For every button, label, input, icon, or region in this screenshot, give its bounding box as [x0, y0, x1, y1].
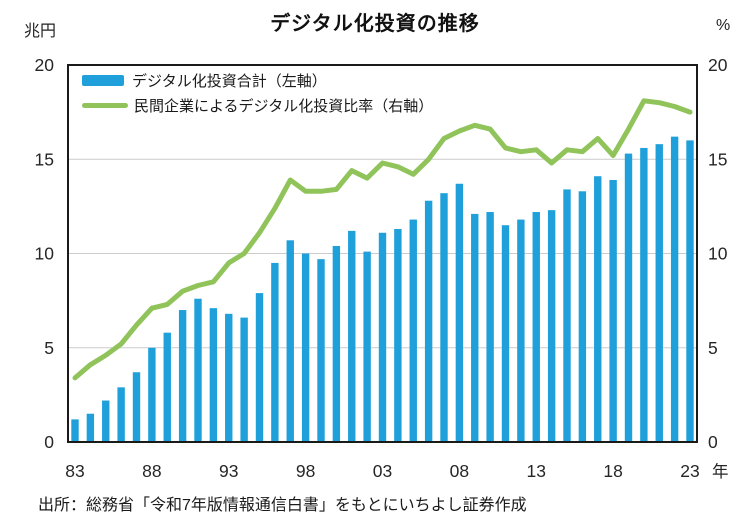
bar-1990 — [178, 310, 187, 442]
source-note: 出所：総務省「令和7年版情報通信白書」をもとにいちよし証券作成 — [38, 497, 527, 514]
bar-1996 — [271, 262, 279, 442]
bar-1991 — [194, 298, 202, 442]
bar-1999 — [317, 259, 325, 442]
bar-2019 — [624, 153, 633, 442]
legend-line-swatch — [82, 103, 128, 108]
bar-1998 — [301, 253, 310, 442]
y-axis-label-right: 10 — [708, 244, 728, 264]
bar-1986 — [117, 387, 125, 442]
y-axis-label-left: 20 — [35, 55, 55, 75]
bar-2003 — [378, 232, 387, 442]
y-axis-label-right: 5 — [708, 338, 718, 358]
x-axis-label: 83 — [65, 461, 84, 481]
x-axis-label: 23 — [680, 461, 699, 481]
legend-bar-label: デジタル化投資合計（左軸） — [132, 73, 327, 90]
x-axis-label: 03 — [373, 461, 392, 481]
x-axis-label: 13 — [527, 461, 546, 481]
bar-1997 — [286, 240, 294, 442]
bar-1987 — [132, 372, 141, 442]
investment-ratio-line — [72, 98, 693, 381]
bar-2007 — [440, 193, 448, 442]
bar-1994 — [240, 317, 248, 442]
bar-1993 — [225, 313, 233, 442]
y-axis-label-right: 20 — [708, 55, 728, 75]
bar-2000 — [332, 245, 341, 442]
bar-1988 — [148, 347, 156, 442]
bar-2017 — [594, 176, 602, 442]
bar-1995 — [255, 293, 264, 442]
bar-2015 — [563, 189, 571, 442]
x-axis-label: 93 — [219, 461, 238, 481]
bar-2023 — [686, 140, 694, 442]
bar-1985 — [102, 400, 110, 442]
bar-1984 — [86, 413, 95, 442]
bar-2018 — [609, 179, 617, 443]
bar-2016 — [578, 191, 587, 442]
y-axis-label-right: 15 — [708, 149, 727, 169]
y-axis-label-right: 0 — [708, 432, 718, 452]
legend-line-label: 民間企業によるデジタル化投資比率（右軸） — [134, 98, 434, 115]
y-axis-label-left: 5 — [44, 338, 54, 358]
y-axis-label-left: 10 — [35, 244, 55, 264]
bar-2006 — [424, 200, 433, 442]
bar-2013 — [532, 212, 540, 442]
x-axis-label: 08 — [450, 461, 469, 481]
x-axis-unit: 年 — [712, 462, 729, 481]
chart-legend: デジタル化投資合計（左軸） 民間企業によるデジタル化投資比率（右軸） — [82, 68, 433, 118]
bar-2011 — [501, 225, 510, 442]
y-axis-label-left: 15 — [35, 149, 54, 169]
legend-bar-swatch — [82, 75, 124, 86]
y-axis-label-left: 0 — [44, 432, 54, 452]
bar-2009 — [471, 213, 479, 442]
bar-1989 — [163, 332, 171, 442]
x-axis-label: 98 — [296, 461, 315, 481]
bar-2004 — [394, 228, 402, 442]
bar-2010 — [486, 212, 494, 442]
bar-2001 — [348, 230, 356, 442]
chart-title: デジタル化投資の推移 — [270, 13, 480, 35]
bar-2014 — [547, 210, 556, 442]
bar-2020 — [640, 147, 648, 442]
bar-2012 — [517, 219, 525, 442]
bar-1983 — [71, 419, 79, 442]
bar-2021 — [655, 144, 663, 443]
legend-item-line: 民間企業によるデジタル化投資比率（右軸） — [82, 93, 433, 118]
bar-2002 — [363, 251, 371, 442]
bar-2022 — [670, 136, 679, 442]
x-axis-label: 18 — [603, 461, 622, 481]
plot-border — [67, 64, 698, 443]
bar-2005 — [409, 219, 417, 442]
right-axis-unit-label: % — [716, 17, 731, 34]
bar-2008 — [455, 183, 464, 442]
legend-item-bars: デジタル化投資合計（左軸） — [82, 68, 433, 93]
bar-1992 — [209, 308, 218, 442]
x-axis-label: 88 — [142, 461, 161, 481]
left-axis-unit-label: 兆円 — [24, 23, 57, 40]
